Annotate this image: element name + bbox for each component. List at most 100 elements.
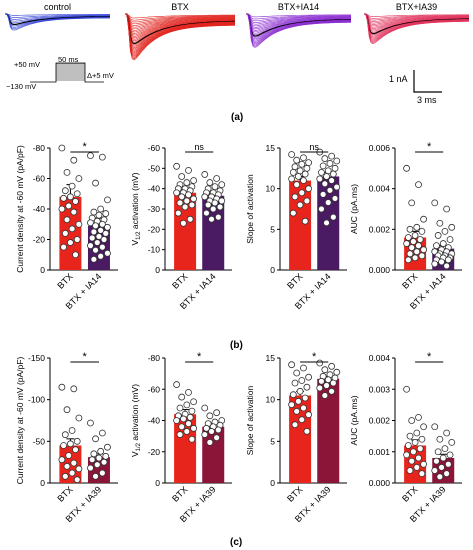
current-trace — [125, 13, 235, 31]
current-trace — [364, 13, 469, 29]
data-point — [63, 406, 71, 414]
data-point — [93, 239, 101, 246]
data-point — [436, 435, 444, 443]
trace-group-1: BTX — [125, 2, 236, 61]
current-trace — [125, 13, 235, 21]
data-point — [90, 450, 98, 458]
y-tick-label: -100 — [28, 395, 45, 405]
data-point — [216, 203, 224, 211]
data-point — [203, 424, 210, 432]
data-point — [183, 179, 191, 186]
data-point — [418, 435, 426, 443]
current-trace — [5, 13, 110, 18]
data-point — [70, 385, 78, 393]
trace-label: BTX+IA39 — [396, 2, 437, 12]
scalebar-lines — [413, 70, 442, 93]
y-tick-label: 0 — [155, 478, 160, 488]
current-trace — [364, 13, 469, 21]
significance-label: * — [427, 351, 432, 363]
data-point — [415, 242, 422, 250]
protocol-holding-label: −130 mV — [6, 82, 36, 91]
data-point — [443, 470, 451, 478]
data-point — [213, 175, 221, 182]
bar-charts: 0 -20 -40 -60 -80 Current density at -60 mV (… — [15, 141, 462, 524]
data-point — [431, 467, 439, 474]
data-point — [206, 179, 214, 186]
data-point — [176, 431, 184, 438]
y-tick-label: 5 — [270, 224, 275, 234]
y-axis-label: Slope of activation — [245, 386, 255, 456]
data-point — [178, 173, 186, 180]
data-point — [434, 448, 442, 456]
data-point — [433, 457, 440, 465]
data-point — [316, 384, 324, 392]
data-point — [298, 377, 306, 384]
data-point — [183, 197, 191, 205]
scalebar: 1 nA 3 ms — [389, 70, 442, 105]
data-point — [443, 205, 451, 213]
current-trace — [246, 13, 351, 48]
data-point — [185, 191, 192, 199]
data-point — [203, 209, 210, 217]
data-point — [214, 426, 222, 434]
y-tick-label: 0.002 — [369, 224, 391, 234]
data-point — [331, 195, 339, 202]
data-point — [301, 394, 309, 402]
data-point — [301, 217, 309, 225]
chart-b-0: 0 -20 -40 -60 -80 Current density at -60 mV (… — [15, 141, 118, 311]
current-trace — [246, 13, 352, 22]
data-point — [90, 208, 98, 216]
data-point — [439, 454, 447, 462]
data-point — [321, 366, 329, 374]
data-point — [323, 173, 330, 180]
y-tick-label: 0 — [270, 478, 275, 488]
x-tick-label: BTX — [55, 484, 74, 503]
bar — [174, 414, 197, 483]
scalebar-x-label: 3 ms — [417, 95, 437, 105]
data-point — [61, 229, 69, 237]
data-point — [408, 199, 416, 207]
data-point — [75, 220, 83, 228]
data-point — [88, 234, 96, 242]
panel-letter-b: (b) — [230, 340, 243, 351]
data-point — [173, 381, 181, 388]
y-tick-label: 0.000 — [369, 478, 391, 488]
data-point — [87, 152, 94, 160]
current-trace — [125, 13, 235, 40]
data-point — [87, 219, 94, 227]
y-tick-label: 0.004 — [369, 184, 391, 194]
data-point — [73, 437, 81, 445]
data-point — [208, 215, 215, 223]
current-trace — [246, 13, 351, 20]
data-point — [178, 393, 186, 401]
data-point — [88, 456, 96, 464]
protocol-line — [30, 62, 104, 83]
protocol-top-label: +50 mV — [14, 60, 40, 69]
data-point — [293, 156, 301, 164]
y-tick-label: 0 — [40, 478, 45, 488]
data-point — [288, 361, 296, 369]
y-tick-label: 0 — [270, 265, 275, 275]
y-tick-label: -50 — [33, 436, 46, 446]
data-point — [420, 246, 428, 254]
data-point — [406, 432, 414, 440]
y-tick-label: 0 — [155, 265, 160, 275]
data-point — [408, 457, 416, 465]
current-trace — [125, 13, 235, 48]
data-point — [321, 155, 329, 162]
data-point — [323, 219, 330, 227]
data-point — [98, 243, 106, 251]
data-point — [98, 469, 106, 477]
data-point — [190, 195, 198, 203]
data-point — [61, 472, 69, 480]
data-point — [95, 233, 103, 240]
y-axis-label: V1/2 activation (mV) — [130, 384, 142, 457]
data-point — [87, 419, 94, 427]
data-point — [408, 417, 416, 424]
data-point — [186, 215, 194, 223]
data-point — [98, 153, 106, 161]
y-tick-label: 0.002 — [369, 416, 391, 426]
data-point — [406, 250, 414, 258]
